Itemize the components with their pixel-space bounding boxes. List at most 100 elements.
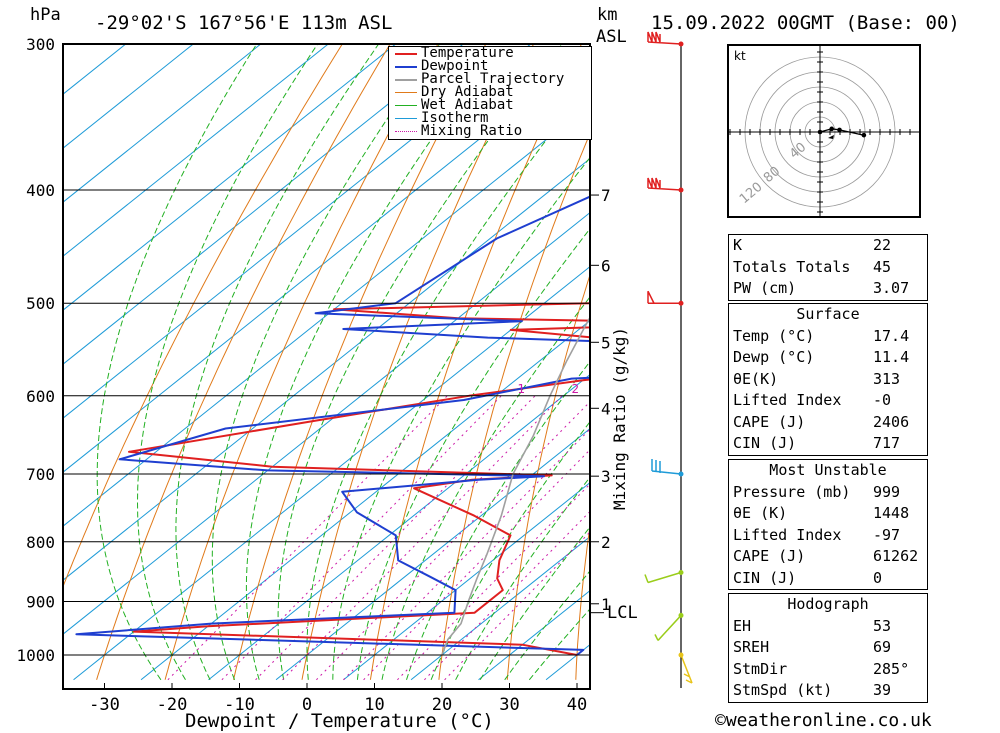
- x-tick-label: 30: [499, 695, 519, 715]
- surface-table: Surface Temp (°C) 17.4 Dewp (°C) 11.4 θE(K…: [728, 303, 928, 456]
- x-axis-title: Dewpoint / Temperature (°C): [185, 710, 494, 732]
- table-row: EH 53: [733, 616, 892, 635]
- isotherm-line: [0, 27, 12, 680]
- isotherm-line: [208, 373, 590, 681]
- legend-label: Mixing Ratio: [421, 123, 523, 139]
- hodograph-point: [829, 126, 834, 132]
- storm-motion-arrow: [828, 135, 834, 139]
- km-tick-label: 5: [601, 333, 611, 352]
- dry-adiabat-line: [369, 44, 583, 680]
- wet-adiabat-line: [528, 608, 590, 681]
- mixing-ratio-label: 1: [517, 382, 525, 396]
- legend-swatch: [395, 131, 417, 132]
- wet-adiabat-line: [96, 44, 258, 681]
- table-row: K 22: [733, 236, 892, 254]
- legend-entry: Dewpoint: [389, 58, 591, 74]
- mixing-ratio-line: [316, 401, 590, 681]
- table-row: Lifted Index -0: [733, 391, 892, 409]
- chart-legend: Temperature Dewpoint Parcel Trajectory D…: [388, 46, 592, 140]
- pressure-tick-label: 500: [26, 294, 55, 313]
- table-row: StmDir 285°: [733, 659, 910, 678]
- pressure-tick-label: 800: [26, 533, 55, 552]
- km-tick-label: 1: [601, 595, 611, 614]
- wind-barb: [680, 654, 693, 684]
- wet-adiabat-line: [455, 476, 590, 681]
- location-title: -29°02'S 167°56'E 113m ASL: [95, 12, 393, 34]
- pressure-tick-label: 900: [26, 593, 55, 612]
- pressure-tick-label: 700: [26, 465, 55, 484]
- dry-adiabat-line: [963, 27, 1000, 680]
- table-row: CIN (J) 717: [733, 434, 901, 452]
- legend-entry: Parcel Trajectory: [389, 71, 591, 87]
- isotherm-line: [73, 265, 590, 681]
- x-tick-label: -30: [89, 695, 120, 715]
- isotherm-line: [63, 44, 127, 95]
- isotherm-line: [63, 44, 465, 365]
- dry-adiabat-line: [575, 523, 590, 680]
- hodograph-trace: [819, 128, 865, 136]
- hodograph-ring-label: 120: [737, 180, 766, 207]
- dry-adiabat-line: [233, 44, 487, 680]
- dry-adiabat-line: [63, 44, 343, 588]
- legend-entry: Wet Adiabat: [389, 97, 591, 113]
- table-row: CAPE (J) 2406: [733, 412, 910, 431]
- pressure-tick-label: 400: [26, 181, 55, 200]
- isotherm-line: [63, 44, 262, 203]
- legend-swatch: [395, 53, 417, 55]
- isotherm-line: [0, 27, 80, 680]
- wet-adiabat-line: [175, 44, 380, 681]
- table-row: Temp (°C) 17.4: [733, 326, 910, 345]
- legend-swatch: [395, 118, 417, 119]
- isotherm-line: [140, 319, 590, 681]
- table-row: θE (K) 1448: [733, 504, 910, 522]
- legend-entry: Temperature: [389, 45, 591, 61]
- copyright-label: ©weatheronline.co.uk: [715, 710, 932, 731]
- pressure-unit-label: hPa: [30, 5, 61, 25]
- wet-adiabat-line: [136, 44, 319, 681]
- table-row: θE(K) 313: [733, 369, 901, 388]
- mixing-ratio-line: [397, 483, 590, 681]
- legend-label: Dry Adiabat: [421, 84, 514, 100]
- table-heading: Hodograph: [787, 595, 869, 613]
- wind-barb: [647, 177, 682, 191]
- wet-adiabat-line: [332, 156, 590, 680]
- table-row: Totals Totals 45: [733, 257, 892, 276]
- hodograph-table: Hodograph EH 53 SREH 69 StmDir 285° StmSpd …: [728, 593, 928, 703]
- wind-barb: [647, 31, 682, 45]
- dry-adiabat-line: [96, 44, 391, 680]
- lcl-label: LCL: [607, 603, 638, 623]
- legend-label: Dewpoint: [421, 58, 489, 74]
- legend-entry: Mixing Ratio: [389, 123, 591, 139]
- x-tick-label: 0: [302, 695, 312, 715]
- pressure-tick-label: 300: [26, 35, 55, 54]
- isotherm-line: [275, 427, 590, 681]
- hodograph-point: [837, 127, 842, 133]
- wet-adiabat-line: [277, 44, 563, 680]
- legend-entry: Isotherm: [389, 110, 591, 126]
- hodograph-point: [861, 132, 867, 138]
- table-row: StmSpd (kt) 39: [733, 681, 892, 699]
- hodograph-unit-label: kt: [734, 49, 746, 63]
- datetime-label: 15.09.2022 00GMT (Base: 00): [651, 12, 960, 34]
- plot-frame: [62, 43, 591, 690]
- legend-swatch: [395, 92, 417, 93]
- table-row: Lifted Index -97: [733, 525, 901, 544]
- legend-label: Parcel Trajectory: [421, 71, 565, 87]
- legend-label: Wet Adiabat: [421, 97, 514, 113]
- isotherm-line: [63, 44, 330, 257]
- wind-barb: [647, 290, 681, 304]
- legend-label: Temperature: [421, 45, 514, 61]
- legend-label: Isotherm: [421, 110, 489, 126]
- table-row: CIN (J) 0: [733, 568, 883, 587]
- plot-area: [0, 27, 1000, 681]
- wind-barb: [644, 571, 682, 584]
- mixing-ratio-axis-title: Mixing Ratio (g/kg): [610, 326, 629, 510]
- x-tick-label: -10: [224, 695, 255, 715]
- asl-unit-label: ASL: [596, 27, 627, 47]
- km-tick-label: 7: [601, 186, 611, 205]
- km-tick-label: 3: [601, 467, 611, 486]
- hodograph-point: [817, 129, 823, 135]
- wind-barb: [651, 458, 682, 475]
- wind-barb: [654, 614, 682, 641]
